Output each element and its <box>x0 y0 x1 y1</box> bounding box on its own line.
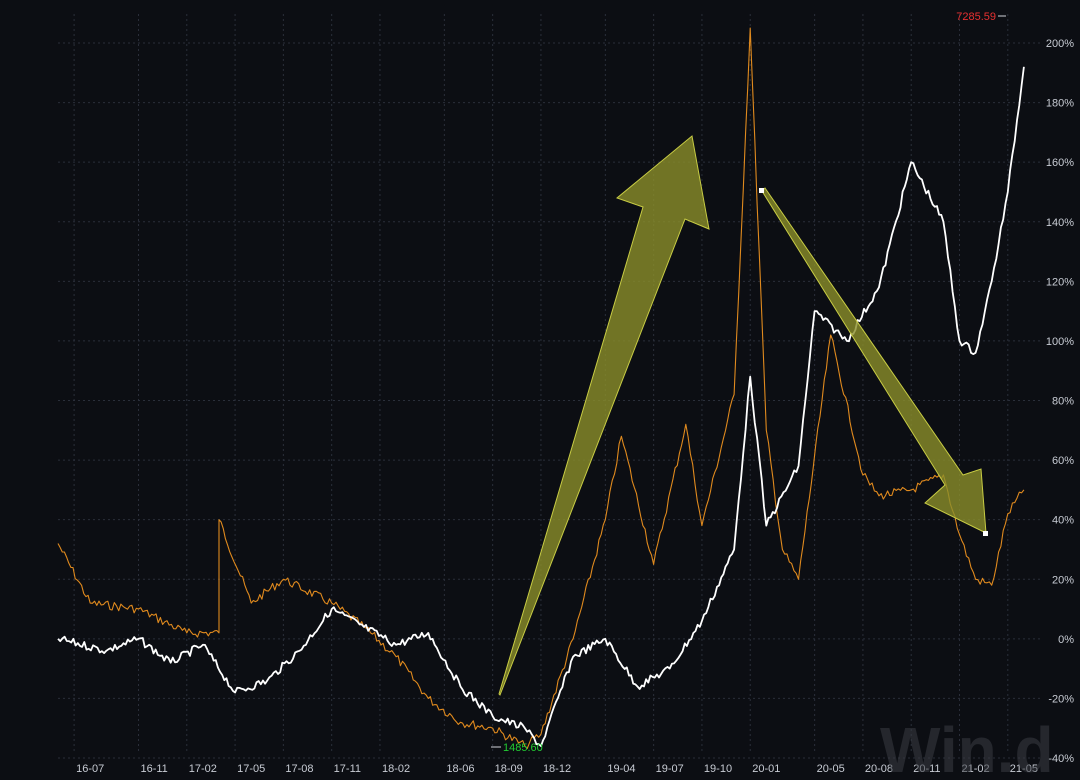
x-tick-label: 17-08 <box>285 763 313 775</box>
y-tick-label: 160% <box>1046 157 1074 169</box>
min-value-label: 1485.60 <box>503 742 543 754</box>
arrow-end-marker <box>983 531 988 536</box>
y-tick-label: 180% <box>1046 98 1074 110</box>
x-tick-label: 20-11 <box>913 763 940 775</box>
x-tick-label: 20-01 <box>752 763 780 775</box>
y-tick-label: 140% <box>1046 217 1074 229</box>
y-tick-label: 20% <box>1052 574 1074 586</box>
series-white <box>57 66 1025 747</box>
x-axis-ticks: 16-07 16-11 17-02 17-05 17-08 17-11 18-02 18-06… <box>76 763 1038 775</box>
y-tick-label: -40% <box>1048 753 1074 765</box>
x-tick-label: 16-11 <box>140 763 167 775</box>
y-tick-label: 200% <box>1046 38 1074 50</box>
annotations: 7285.59 1485.60 <box>491 11 1006 754</box>
up-trend-arrow <box>498 135 710 696</box>
x-tick-label: 21-05 <box>1010 763 1038 775</box>
y-axis-ticks: 200% 180% 160% 140% 120% 100% 80% 60% 40% 20% 0% -2… <box>1046 38 1074 765</box>
y-tick-label: 100% <box>1046 336 1074 348</box>
trend-arrows <box>498 135 988 696</box>
x-tick-label: 18-06 <box>446 763 474 775</box>
x-tick-label: 18-12 <box>543 763 571 775</box>
series-white-line <box>57 66 1025 747</box>
y-tick-label: 120% <box>1046 276 1074 288</box>
x-tick-label: 19-04 <box>607 763 635 775</box>
x-tick-label: 20-05 <box>817 763 845 775</box>
down-trend-arrow <box>761 187 987 534</box>
arrow-start-marker <box>759 188 764 193</box>
y-tick-label: 60% <box>1052 455 1074 467</box>
x-tick-label: 16-07 <box>76 763 104 775</box>
x-tick-label: 21-02 <box>962 763 990 775</box>
x-tick-label: 20-08 <box>865 763 893 775</box>
x-tick-label: 18-02 <box>382 763 410 775</box>
grid <box>58 14 1040 759</box>
x-tick-label: 18-09 <box>495 763 523 775</box>
y-tick-label: -20% <box>1048 693 1074 705</box>
y-tick-label: 80% <box>1052 396 1074 408</box>
x-tick-label: 19-07 <box>656 763 684 775</box>
watermark-logo: Win.d <box>880 714 1054 780</box>
y-tick-label: 40% <box>1052 515 1074 527</box>
max-value-label: 7285.59 <box>956 11 996 23</box>
x-tick-label: 19-10 <box>704 763 732 775</box>
x-tick-label: 17-02 <box>189 763 217 775</box>
x-tick-label: 17-05 <box>237 763 265 775</box>
y-tick-label: 0% <box>1058 634 1074 646</box>
x-tick-label: 17-11 <box>334 763 361 775</box>
